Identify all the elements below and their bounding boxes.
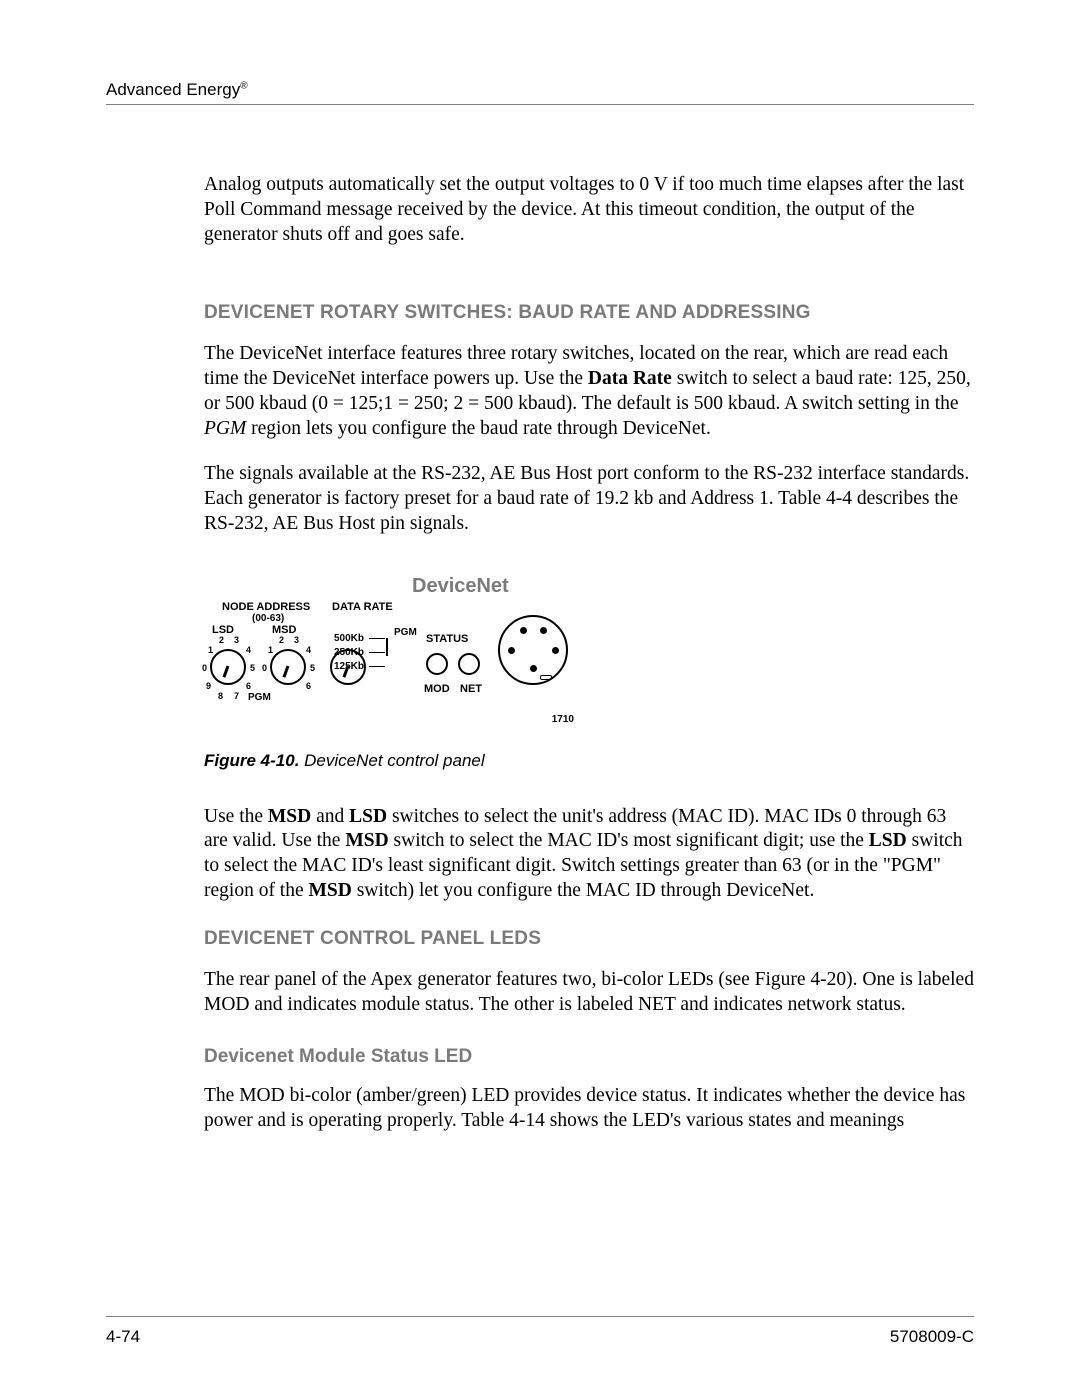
label-data-rate: DATA RATE — [332, 601, 393, 613]
figure-title: DeviceNet — [412, 575, 509, 598]
text: switch) let you configure the MAC ID thr… — [352, 880, 814, 901]
page-footer: 4-74 5708009-C — [106, 1316, 974, 1347]
connector-slot — [540, 675, 552, 680]
label-250kb: 250Kb — [334, 647, 364, 658]
bold-text: MSD — [268, 806, 311, 827]
label-pgm-msd: PGM — [248, 692, 271, 703]
text: and — [311, 806, 349, 827]
label-500kb: 500Kb — [334, 633, 364, 644]
num: 0 — [262, 663, 267, 673]
header-company: Advanced Energy® — [106, 80, 248, 99]
num: 1 — [268, 645, 273, 655]
rotary-lsd — [210, 649, 246, 685]
section-heading-rotary: DEVICENET ROTARY SWITCHES: BAUD RATE AND… — [204, 302, 974, 324]
footer-rule — [106, 1316, 974, 1317]
figure-caption-number: Figure 4-10. — [204, 751, 299, 770]
section-heading-leds: DEVICENET CONTROL PANEL LEDS — [204, 928, 974, 950]
rotary-msd — [270, 649, 306, 685]
header-company-text: Advanced Energy — [106, 80, 240, 99]
label-125kb: 125Kb — [334, 661, 364, 672]
num: 3 — [234, 635, 239, 645]
num: 4 — [246, 645, 251, 655]
page-number: 4-74 — [106, 1327, 140, 1347]
num: 3 — [294, 635, 299, 645]
label-range: (00-63) — [252, 613, 284, 624]
num: 8 — [218, 691, 223, 701]
devicenet-figure: DeviceNet NODE ADDRESS (00-63) LSD MSD D… — [204, 575, 574, 725]
bold-text: MSD — [345, 830, 388, 851]
pin — [552, 647, 559, 654]
text: switch to select the MAC ID's most signi… — [389, 830, 869, 851]
pin — [520, 627, 527, 634]
label-status: STATUS — [426, 633, 468, 645]
label-msd: MSD — [272, 624, 296, 636]
num: 6 — [306, 681, 311, 691]
led-mod-icon — [426, 653, 448, 675]
num: 5 — [250, 663, 255, 673]
bold-text: LSD — [349, 806, 387, 827]
rotary-paragraph-2: The signals available at the RS-232, AE … — [204, 462, 974, 537]
num: 9 — [206, 681, 211, 691]
bold-text: MSD — [309, 880, 352, 901]
page-header: Advanced Energy® — [106, 80, 974, 105]
footer-row: 4-74 5708009-C — [106, 1327, 974, 1347]
figure-caption-text: DeviceNet control panel — [299, 751, 484, 770]
content-area: Analog outputs automatically set the out… — [204, 173, 974, 1134]
figure-id: 1710 — [552, 714, 574, 725]
label-mod: MOD — [424, 683, 450, 695]
document-number: 5708009-C — [890, 1327, 974, 1347]
bold-text: Data Rate — [588, 368, 672, 389]
num: 7 — [234, 691, 239, 701]
text: Use the — [204, 806, 268, 827]
line — [369, 638, 385, 640]
num: 2 — [219, 635, 224, 645]
line — [386, 638, 388, 656]
pin — [530, 665, 537, 672]
num: 5 — [310, 663, 315, 673]
num: 4 — [306, 645, 311, 655]
label-node-address: NODE ADDRESS — [222, 601, 310, 613]
rotary-paragraph-1: The DeviceNet interface features three r… — [204, 342, 974, 442]
led-net-icon — [458, 653, 480, 675]
num: 1 — [208, 645, 213, 655]
intro-paragraph: Analog outputs automatically set the out… — [204, 173, 974, 248]
line — [369, 666, 385, 668]
registered-mark: ® — [240, 80, 247, 91]
num: 2 — [279, 635, 284, 645]
post-figure-paragraph: Use the MSD and LSD switches to select t… — [204, 805, 974, 905]
subsection-heading-mod-led: Devicenet Module Status LED — [204, 1046, 974, 1068]
italic-text: PGM — [204, 418, 246, 439]
line — [369, 652, 385, 654]
num: 6 — [246, 681, 251, 691]
header-rule — [106, 104, 974, 105]
connector-icon — [498, 615, 568, 685]
label-pgm-datarate: PGM — [394, 627, 417, 638]
figure-caption: Figure 4-10. DeviceNet control panel — [204, 751, 974, 771]
figure-block: DeviceNet NODE ADDRESS (00-63) LSD MSD D… — [204, 575, 974, 771]
label-net: NET — [460, 683, 482, 695]
text: region lets you configure the baud rate … — [246, 418, 711, 439]
pin — [540, 627, 547, 634]
pin — [508, 647, 515, 654]
page: Advanced Energy® Analog outputs automati… — [0, 0, 1080, 1397]
mod-led-paragraph: The MOD bi-color (amber/green) LED provi… — [204, 1084, 974, 1134]
num: 0 — [202, 663, 207, 673]
leds-paragraph: The rear panel of the Apex generator fea… — [204, 968, 974, 1018]
bold-text: LSD — [869, 830, 907, 851]
